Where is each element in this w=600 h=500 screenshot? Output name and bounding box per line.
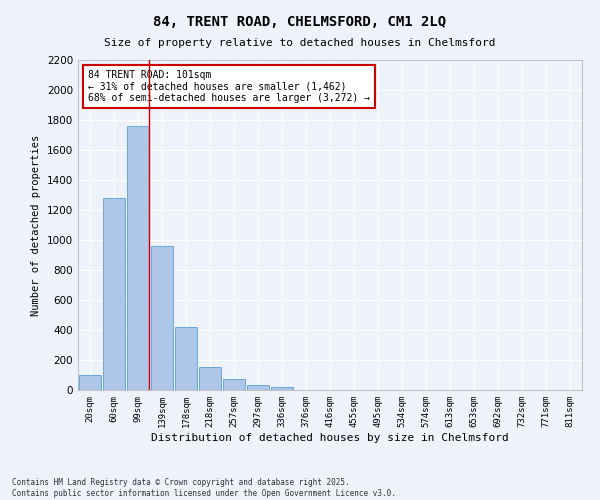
Bar	[247, 385, 269, 390]
Text: Size of property relative to detached houses in Chelmsford: Size of property relative to detached ho…	[104, 38, 496, 48]
Bar	[175, 327, 197, 390]
Bar	[79, 375, 101, 390]
Text: 84, TRENT ROAD, CHELMSFORD, CM1 2LQ: 84, TRENT ROAD, CHELMSFORD, CM1 2LQ	[154, 15, 446, 29]
Y-axis label: Number of detached properties: Number of detached properties	[31, 134, 41, 316]
Bar	[103, 198, 125, 390]
Text: 84 TRENT ROAD: 101sqm
← 31% of detached houses are smaller (1,462)
68% of semi-d: 84 TRENT ROAD: 101sqm ← 31% of detached …	[88, 70, 370, 103]
Text: Contains HM Land Registry data © Crown copyright and database right 2025.
Contai: Contains HM Land Registry data © Crown c…	[12, 478, 396, 498]
X-axis label: Distribution of detached houses by size in Chelmsford: Distribution of detached houses by size …	[151, 432, 509, 442]
Bar	[199, 367, 221, 390]
Bar	[223, 379, 245, 390]
Bar	[271, 387, 293, 390]
Bar	[151, 246, 173, 390]
Bar	[127, 126, 149, 390]
